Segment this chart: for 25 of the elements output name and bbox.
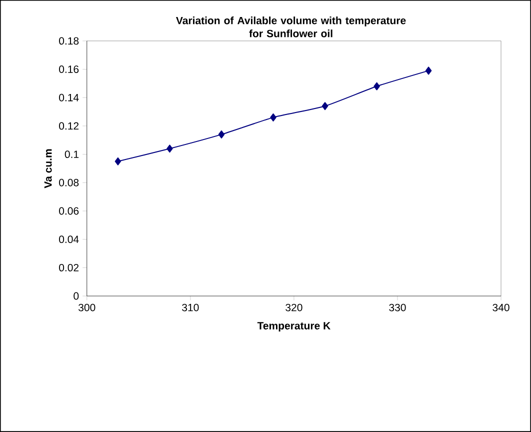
point xyxy=(166,144,173,153)
x-tick-label: 310 xyxy=(182,304,199,312)
y-tick-label: 0.08 xyxy=(59,178,79,186)
point xyxy=(374,82,380,90)
chart-title: Variation of Avilable volume with temperature for Sunflower oil xyxy=(176,16,406,38)
y-tick-label: 0.1 xyxy=(64,150,79,158)
x-axis-title: Temperature K xyxy=(257,322,331,332)
y-tick-label: 0.04 xyxy=(59,236,79,244)
point xyxy=(425,66,432,75)
point xyxy=(270,113,276,122)
y-tick-label: 0.16 xyxy=(59,66,79,73)
point xyxy=(322,102,328,110)
y-tick-label: 0.12 xyxy=(59,122,79,130)
y-tick-label: 0.18 xyxy=(59,37,79,45)
point xyxy=(114,157,122,166)
x-tick-label: 330 xyxy=(389,304,406,312)
y-tick-label: 0.02 xyxy=(59,264,79,272)
x-tick-label: 340 xyxy=(492,304,510,312)
x-tick-label: 320 xyxy=(286,304,302,312)
y-tick-label: 0.14 xyxy=(59,94,79,102)
point xyxy=(218,130,225,138)
x-tick-label: 300 xyxy=(78,304,96,312)
y-tick-label: 0.06 xyxy=(59,207,79,215)
y-tick-label: 0 xyxy=(74,292,79,300)
y-axis-title: Va cu.m xyxy=(44,149,52,188)
